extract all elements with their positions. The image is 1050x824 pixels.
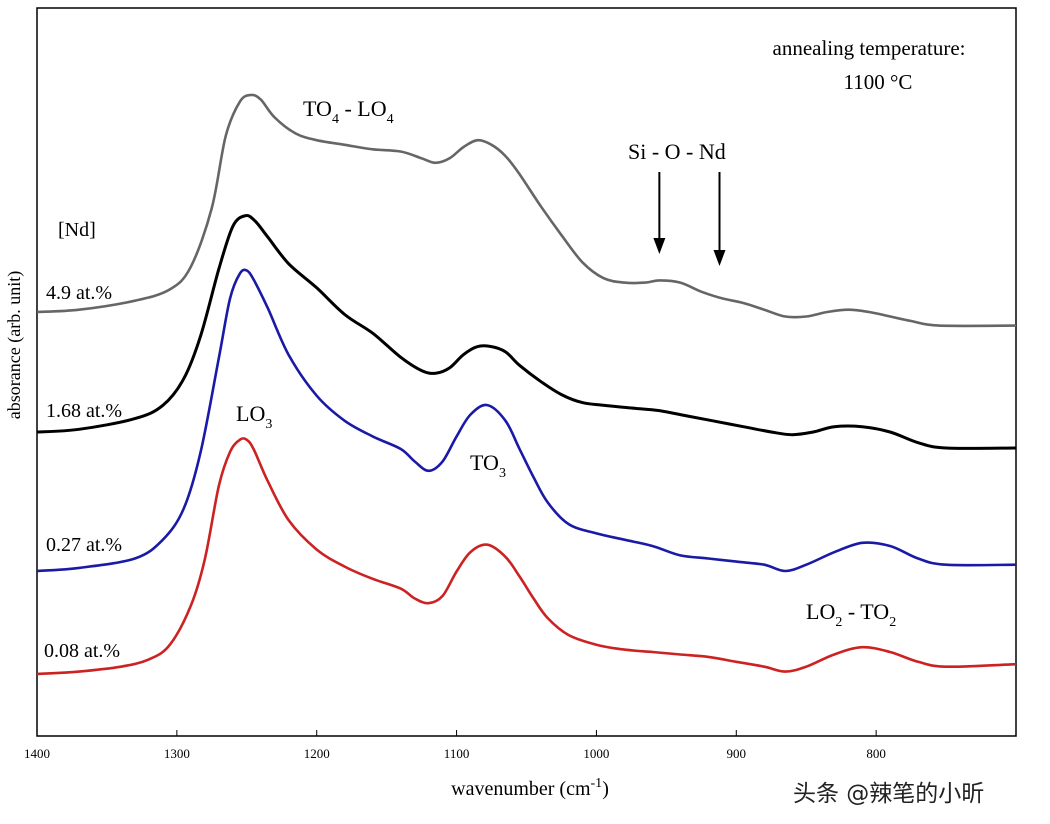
legend-title: [Nd] — [58, 219, 96, 241]
series-label-1-68: 1.68 at.% — [46, 400, 122, 422]
series-label-4-9: 4.9 at.% — [46, 282, 112, 304]
plot-frame — [36, 7, 1017, 737]
series-label-0-27: 0.27 at.% — [46, 534, 122, 556]
x-tick-label: 1000 — [583, 746, 609, 761]
series-line-1 — [36, 214, 1017, 450]
arrow-icon-si-o-nd-2 — [713, 172, 726, 266]
x-tick-label: 1200 — [304, 746, 330, 761]
x-tick-label: 1400 — [24, 746, 50, 761]
x-axis-label: wavenumber (cm-1) — [451, 776, 609, 800]
series-line-3 — [36, 437, 1017, 676]
spectra-lines — [36, 93, 1017, 676]
x-tick-label: 800 — [866, 746, 886, 761]
series-line-0 — [36, 93, 1017, 328]
annotation-to4-lo4: TO4 - LO4 — [303, 96, 394, 127]
arrow-icon-si-o-nd-1 — [653, 172, 666, 254]
y-axis-label: absorance (arb. unit) — [4, 271, 25, 419]
x-tick-label: 900 — [727, 746, 747, 761]
annealing-temperature-value: 1100 °C — [844, 70, 913, 94]
series-label-0-08: 0.08 at.% — [44, 640, 120, 662]
x-tick-label: 1100 — [444, 746, 470, 761]
series-line-2 — [36, 268, 1017, 573]
x-axis-ticks: 1400 1300 1200 1100 1000 900 800 — [24, 730, 886, 761]
annotation-to3: TO3 — [470, 450, 506, 481]
annealing-label: annealing temperature: — [773, 36, 966, 60]
x-tick-label: 1300 — [164, 746, 190, 761]
watermark: 头条 @辣笔的小昕 — [793, 781, 985, 807]
annotation-lo2-to2: LO2 - TO2 — [806, 599, 896, 630]
annotation-lo3: LO3 — [236, 401, 272, 432]
annotation-si-o-nd: Si - O - Nd — [628, 139, 726, 164]
